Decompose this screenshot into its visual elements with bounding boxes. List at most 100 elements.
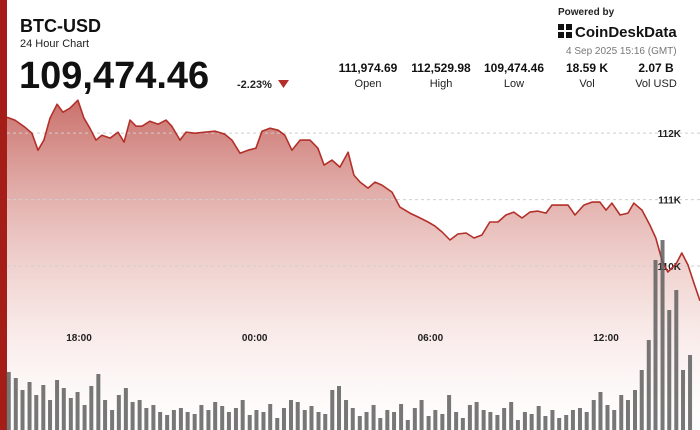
volume-bar — [605, 405, 610, 430]
price-line — [6, 99, 700, 302]
volume-bar — [20, 390, 25, 430]
volume-bar — [103, 400, 108, 430]
volume-bar — [460, 418, 465, 430]
stat-value: 112,529.98 — [411, 61, 471, 75]
volume-bar — [220, 406, 225, 430]
volume-bar — [619, 395, 624, 430]
volume-bar — [474, 402, 479, 430]
volume-bar — [226, 412, 231, 430]
volume-bar — [254, 410, 259, 430]
volume-bar — [178, 408, 183, 430]
y-tick-label: 110K — [658, 262, 682, 273]
volume-bar — [82, 405, 87, 430]
volume-bar — [447, 395, 452, 430]
volume-bar — [110, 410, 115, 430]
volume-bar — [337, 386, 342, 430]
volume-bar — [68, 398, 73, 430]
volume-bar — [543, 416, 548, 430]
volume-bar — [13, 378, 18, 430]
volume-bar — [392, 412, 397, 430]
volume-bar — [371, 405, 376, 430]
volume-bar — [509, 402, 514, 430]
volume-bar — [591, 400, 596, 430]
volume-bar — [426, 416, 431, 430]
volume-bar — [646, 340, 651, 430]
volume-bar — [96, 374, 101, 430]
volume-bar — [454, 412, 459, 430]
volume-bar — [130, 402, 135, 430]
volume-bar — [116, 395, 121, 430]
volume-bar — [137, 400, 142, 430]
brand: CoinDeskData — [575, 24, 677, 41]
volume-bar — [522, 412, 527, 430]
volume-bar — [681, 370, 686, 430]
volume-bar — [378, 418, 383, 430]
volume-bar — [584, 412, 589, 430]
volume-bar — [213, 402, 218, 430]
stat-label: High — [430, 78, 453, 90]
volume-bar — [399, 404, 404, 430]
volume-bar — [233, 408, 238, 430]
stat-value: 111,974.69 — [339, 61, 398, 75]
plot: 110K 111K 112K 18:00 00:00 06:00 12:00 — [6, 99, 700, 430]
volume-bar — [323, 414, 328, 430]
volume-bar — [612, 410, 617, 430]
volume-bar — [309, 406, 314, 430]
volume-bar — [165, 415, 170, 430]
stat-label: Vol USD — [635, 78, 677, 90]
volume-bar — [488, 412, 493, 430]
volume-bar — [405, 420, 410, 430]
volume-bar — [344, 400, 349, 430]
volume-bar — [240, 400, 245, 430]
volume-bar — [515, 420, 520, 430]
x-tick-label: 18:00 — [66, 333, 92, 344]
volume-bar — [275, 418, 280, 430]
volume-bar — [268, 404, 273, 430]
stat-value: 2.07 B — [638, 61, 674, 75]
volume-bar — [75, 392, 80, 430]
volume-bar — [557, 418, 562, 430]
volume-bar — [674, 290, 679, 430]
stat-label: Low — [504, 78, 524, 90]
volume-bar — [688, 355, 693, 430]
subtitle: 24 Hour Chart — [20, 38, 89, 50]
volume-bar — [27, 382, 32, 430]
price-area — [7, 100, 700, 430]
x-tick-label: 00:00 — [242, 333, 268, 344]
volume-bar — [364, 412, 369, 430]
volume-bar — [536, 406, 541, 430]
stat-label: Vol — [579, 78, 594, 90]
timestamp: 4 Sep 2025 15:16 (GMT) — [566, 46, 677, 57]
volume-bar — [123, 388, 128, 430]
y-tick-label: 112K — [658, 129, 682, 140]
volume-bar — [151, 405, 156, 430]
volume-bar — [412, 408, 417, 430]
stats: 111,974.69 Open 112,529.98 High 109,474.46 Lo… — [339, 61, 677, 90]
volume-bar — [185, 412, 190, 430]
volume-bar — [55, 380, 60, 430]
volume-bar — [61, 388, 66, 430]
volume-bar — [467, 405, 472, 430]
brand-logo — [558, 24, 572, 38]
volume-bar — [633, 390, 638, 430]
price: 109,474.46 — [19, 55, 209, 97]
down-arrow — [278, 80, 289, 88]
volume-bar — [330, 390, 335, 430]
volume-bar — [481, 410, 486, 430]
volume-bar — [48, 400, 53, 430]
volume-bar — [171, 410, 176, 430]
volume-bar — [261, 412, 266, 430]
volume-bar — [192, 414, 197, 430]
volume-bar — [89, 386, 94, 430]
volume-bar — [577, 408, 582, 430]
volume-bar — [247, 415, 252, 430]
stat-label: Open — [355, 78, 382, 90]
volume-bar — [295, 402, 300, 430]
volume-bar — [34, 395, 39, 430]
volume-bar — [41, 385, 46, 430]
volume-bar — [433, 410, 438, 430]
accent-bar — [0, 0, 7, 430]
powered-by: Powered by — [558, 7, 615, 18]
volume-bar — [570, 410, 575, 430]
